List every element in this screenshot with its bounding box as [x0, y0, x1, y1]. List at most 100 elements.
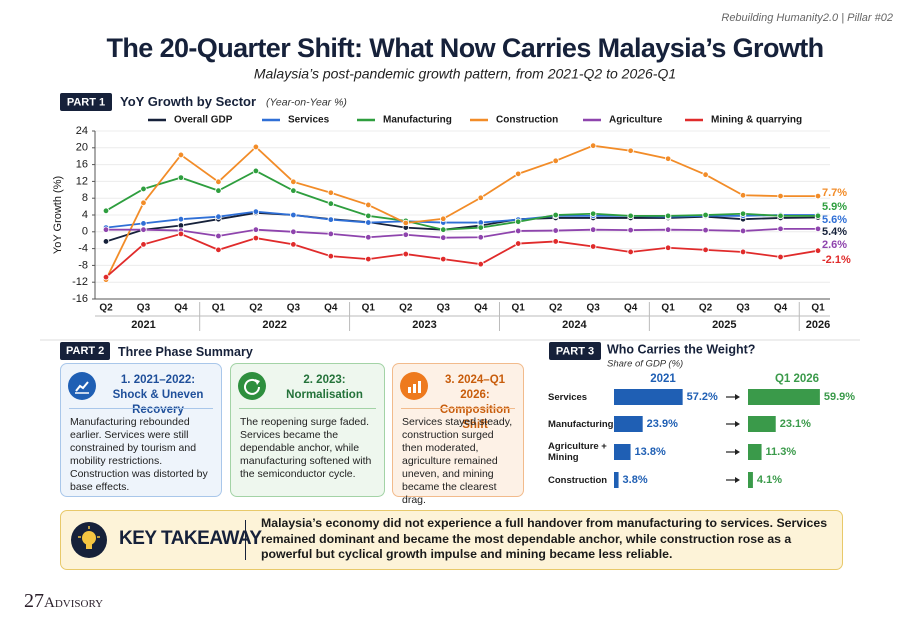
data-point — [515, 240, 522, 247]
legend-label: Agriculture — [609, 115, 663, 126]
x-tick-label: Q4 — [324, 303, 338, 314]
x-tick-label: Q2 — [249, 303, 263, 314]
data-point — [402, 231, 409, 238]
series-line — [106, 227, 818, 239]
data-point — [739, 210, 747, 217]
x-tick-label: Q1 — [512, 303, 526, 314]
data-point — [365, 255, 372, 263]
arrow-head — [735, 421, 740, 427]
value-label: 23.1% — [780, 418, 811, 430]
card-title: 2. 2023: Normalisation — [271, 373, 378, 403]
x-group-label: 2022 — [262, 319, 286, 331]
phase-card: 3. 2024–Q1 2026: Composition Shift Servic… — [392, 363, 524, 506]
part-badge: PART 3 — [556, 345, 594, 357]
data-point — [290, 187, 297, 194]
legend-label: Mining & quarrying — [711, 115, 802, 126]
x-tick-label: Q4 — [624, 303, 638, 314]
data-point — [777, 212, 784, 220]
card-subtitle: Normalisation — [286, 389, 363, 401]
card-title: 1. 2021–2022: Shock & Uneven Recovery — [101, 373, 215, 418]
x-tick-label: Q3 — [736, 303, 750, 314]
card-body: Manufacturing rebounded earlier. Service… — [70, 416, 208, 493]
data-point — [739, 248, 747, 256]
series-line — [105, 144, 818, 281]
data-point — [215, 232, 222, 240]
data-point — [440, 226, 447, 233]
y-tick-label: -12 — [72, 276, 88, 288]
y-tick-label: 16 — [76, 159, 88, 171]
y-tick-label: 4 — [82, 209, 88, 221]
y-tick-label: -8 — [78, 259, 88, 271]
bar — [614, 389, 683, 405]
takeaway-title: KEY TAKEAWAY — [119, 528, 262, 549]
card-body: Services stayed steady, construction sur… — [402, 416, 513, 506]
bar — [748, 389, 820, 405]
end-label: 5.4% — [822, 226, 847, 238]
page-subtitle: Malaysia’s post-pandemic growth pattern,… — [254, 66, 676, 82]
bar — [614, 416, 643, 432]
y-tick-label: -16 — [72, 293, 88, 305]
data-point — [739, 227, 747, 235]
x-tick-label: Q3 — [586, 303, 600, 314]
data-point — [327, 189, 335, 196]
data-point — [440, 255, 447, 263]
takeaway-separator — [245, 520, 246, 560]
bar — [748, 416, 776, 432]
part-badge-bg — [60, 93, 112, 111]
data-point — [664, 226, 672, 233]
data-point — [290, 228, 297, 235]
legend-label: Services — [288, 115, 330, 126]
card-subtitle: Composition Shift — [439, 404, 511, 431]
x-tick-label: Q4 — [474, 303, 488, 314]
data-point — [365, 234, 372, 241]
data-point — [365, 212, 372, 220]
value-label: 59.9% — [824, 391, 855, 403]
y-tick-label: 20 — [76, 142, 88, 154]
y-tick-label: 12 — [76, 175, 88, 187]
data-point — [440, 234, 447, 241]
legend-label: Construction — [496, 115, 558, 126]
data-point — [627, 212, 634, 220]
y-tick-label: 0 — [82, 226, 88, 238]
card-icon — [238, 372, 266, 400]
x-group-label: 2021 — [131, 319, 155, 331]
data-point — [477, 234, 484, 241]
data-point — [140, 226, 147, 233]
page-title: The 20-Quarter Shift: What Now Carries M… — [106, 33, 823, 63]
category-label: Services — [548, 391, 588, 403]
end-label: 2.6% — [822, 239, 847, 251]
data-point — [402, 219, 409, 227]
data-point — [365, 201, 372, 209]
data-point — [102, 226, 110, 233]
data-point — [252, 226, 260, 233]
data-point — [702, 226, 709, 234]
card-subtitle: Shock & Uneven Recovery — [112, 389, 204, 416]
data-point — [814, 247, 822, 254]
bar — [748, 444, 762, 460]
data-point — [140, 185, 147, 193]
data-point — [552, 227, 559, 234]
x-group-label: 2026 — [806, 319, 830, 331]
icon — [244, 378, 260, 395]
x-tick-label: Q4 — [774, 303, 788, 314]
data-point — [290, 178, 297, 186]
value-label: 11.3% — [766, 446, 797, 458]
data-point — [327, 230, 335, 238]
data-point — [102, 273, 110, 281]
data-point — [215, 178, 222, 186]
data-point — [627, 248, 634, 256]
data-point — [290, 241, 297, 248]
series-line — [105, 211, 819, 243]
arrow-head — [735, 394, 740, 400]
data-point — [702, 246, 709, 254]
data-point — [477, 194, 484, 201]
data-point — [814, 225, 822, 233]
data-point — [552, 238, 559, 245]
data-point — [327, 200, 335, 207]
card-title-line: 1. 2021–2022: — [120, 374, 196, 386]
x-tick-label: Q2 — [699, 303, 713, 314]
data-point — [702, 211, 709, 219]
end-label: 5.6% — [822, 214, 847, 226]
data-point — [140, 220, 147, 227]
x-tick-label: Q1 — [212, 303, 226, 314]
